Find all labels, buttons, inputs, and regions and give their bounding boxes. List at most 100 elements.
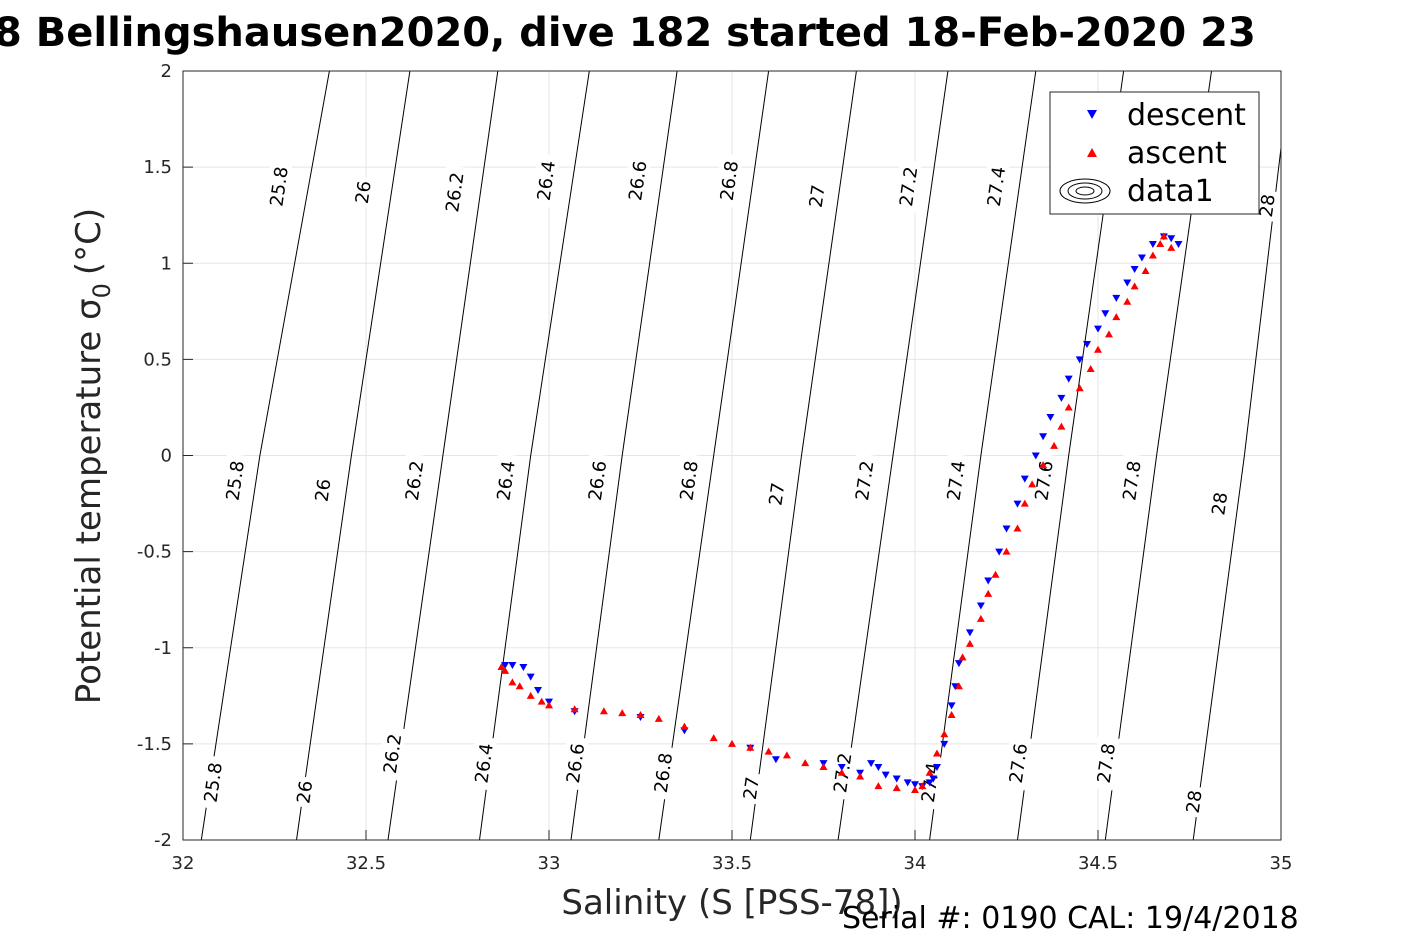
ascent-marker	[1020, 499, 1029, 507]
descent-marker	[519, 663, 528, 671]
descent-marker	[1130, 266, 1139, 274]
ascent-marker	[1002, 547, 1011, 555]
ascent-marker	[1039, 461, 1048, 469]
descent-marker	[1094, 325, 1102, 333]
x-tick-label: 34.5	[1078, 853, 1118, 874]
y-tick-label: 1	[161, 253, 172, 274]
y-tick-label: -0.5	[137, 542, 172, 563]
ascent-marker	[1104, 330, 1113, 338]
ascent-marker	[654, 714, 663, 722]
ascent-marker	[819, 762, 828, 770]
y-tick-label: 0.5	[143, 349, 172, 370]
descent-marker	[1083, 340, 1092, 348]
descent-marker	[940, 740, 949, 748]
contour-label-background	[290, 775, 317, 809]
ascent-marker	[940, 730, 949, 738]
data-markers	[497, 232, 1183, 794]
descent-marker	[951, 683, 960, 691]
ascent-marker	[1050, 441, 1059, 449]
ascent-marker	[515, 682, 524, 690]
descent-marker	[874, 763, 883, 771]
contour-label-background	[803, 179, 830, 213]
descent-marker	[1167, 235, 1176, 243]
descent-marker	[1148, 241, 1157, 249]
x-tick-label: 33.5	[712, 853, 752, 874]
ascent-marker	[984, 589, 993, 597]
descent-marker	[837, 763, 846, 771]
legend-ascent-marker	[1087, 148, 1097, 157]
contour-label: 28	[1183, 789, 1207, 815]
descent-marker	[911, 781, 919, 789]
descent-marker	[995, 548, 1004, 556]
contour-label-background	[1002, 735, 1032, 791]
contour-label-background	[263, 159, 293, 214]
contour-label-background	[530, 153, 560, 208]
y-axis-ticks: -2 -1.5 -1 -0.5 0 0.5 1 1.5 2	[137, 61, 193, 851]
ascent-marker	[508, 678, 517, 686]
density-contour-line	[749, 71, 857, 840]
ascent-marker	[911, 786, 919, 794]
y-tick-label: 0	[161, 446, 172, 467]
ascent-marker	[1141, 266, 1150, 274]
contour-label: 26	[352, 180, 376, 206]
contour-label: 26	[293, 779, 317, 805]
descent-marker	[892, 775, 901, 783]
ascent-marker	[1028, 480, 1037, 488]
contour-label: 26	[312, 478, 336, 504]
contour-label-background	[1090, 735, 1120, 791]
descent-marker	[1039, 433, 1048, 441]
ascent-marker	[965, 639, 974, 647]
descent-marker	[1075, 356, 1084, 364]
contour-label-background	[377, 726, 407, 781]
ascent-marker	[1130, 282, 1139, 290]
descent-marker	[1002, 525, 1011, 533]
contour-label-background	[673, 453, 703, 508]
contour-label-background	[893, 159, 923, 214]
ascent-marker	[1094, 345, 1102, 353]
contour-label-background	[1116, 453, 1146, 508]
descent-marker	[1031, 452, 1040, 460]
contour-label-background	[560, 735, 590, 791]
descent-marker	[867, 760, 876, 768]
descent-marker	[1174, 241, 1183, 249]
descent-marker	[903, 779, 912, 787]
contour-label-background	[762, 477, 789, 511]
density-contour-line	[296, 71, 411, 840]
descent-marker	[1046, 414, 1055, 422]
legend-box	[1049, 91, 1260, 215]
density-contour-line	[387, 71, 499, 840]
ascent-marker	[545, 701, 553, 709]
descent-marker	[881, 771, 890, 779]
y-tick-label: -1.5	[137, 734, 172, 755]
descent-marker	[534, 687, 543, 695]
legend-data1-label: data1	[1127, 174, 1214, 209]
legend-descent-label: descent	[1127, 98, 1246, 133]
ascent-marker	[918, 782, 927, 790]
ascent-marker	[874, 782, 883, 790]
ascent-marker	[709, 734, 718, 742]
y-tick-label: 2	[161, 61, 172, 82]
ascent-marker	[892, 784, 901, 792]
ascent-marker	[958, 653, 967, 661]
ascent-marker	[746, 743, 755, 751]
density-contour-line	[1192, 147, 1281, 840]
ascent-marker	[1148, 251, 1157, 259]
contour-label-background	[439, 164, 469, 220]
contour-label-background	[349, 175, 376, 209]
y-axis-label-unit: (°C)	[69, 208, 109, 275]
descent-marker	[508, 662, 517, 670]
contour-label-background	[647, 745, 677, 800]
contour-label-background	[940, 453, 970, 508]
descent-marker	[984, 577, 993, 585]
contour-label-background	[197, 755, 227, 810]
y-axis-label-main: Potential temperature σ	[69, 298, 109, 704]
legend-contour-icon	[1059, 178, 1111, 204]
ascent-marker	[680, 722, 689, 730]
x-tick-label: 35	[1270, 853, 1293, 874]
ascent-marker	[1013, 524, 1022, 532]
legend-ascent-label: ascent	[1127, 136, 1227, 171]
ascent-marker	[947, 711, 956, 719]
descent-marker	[954, 660, 963, 668]
ascent-marker	[1112, 313, 1121, 321]
ascent-marker	[837, 768, 846, 776]
